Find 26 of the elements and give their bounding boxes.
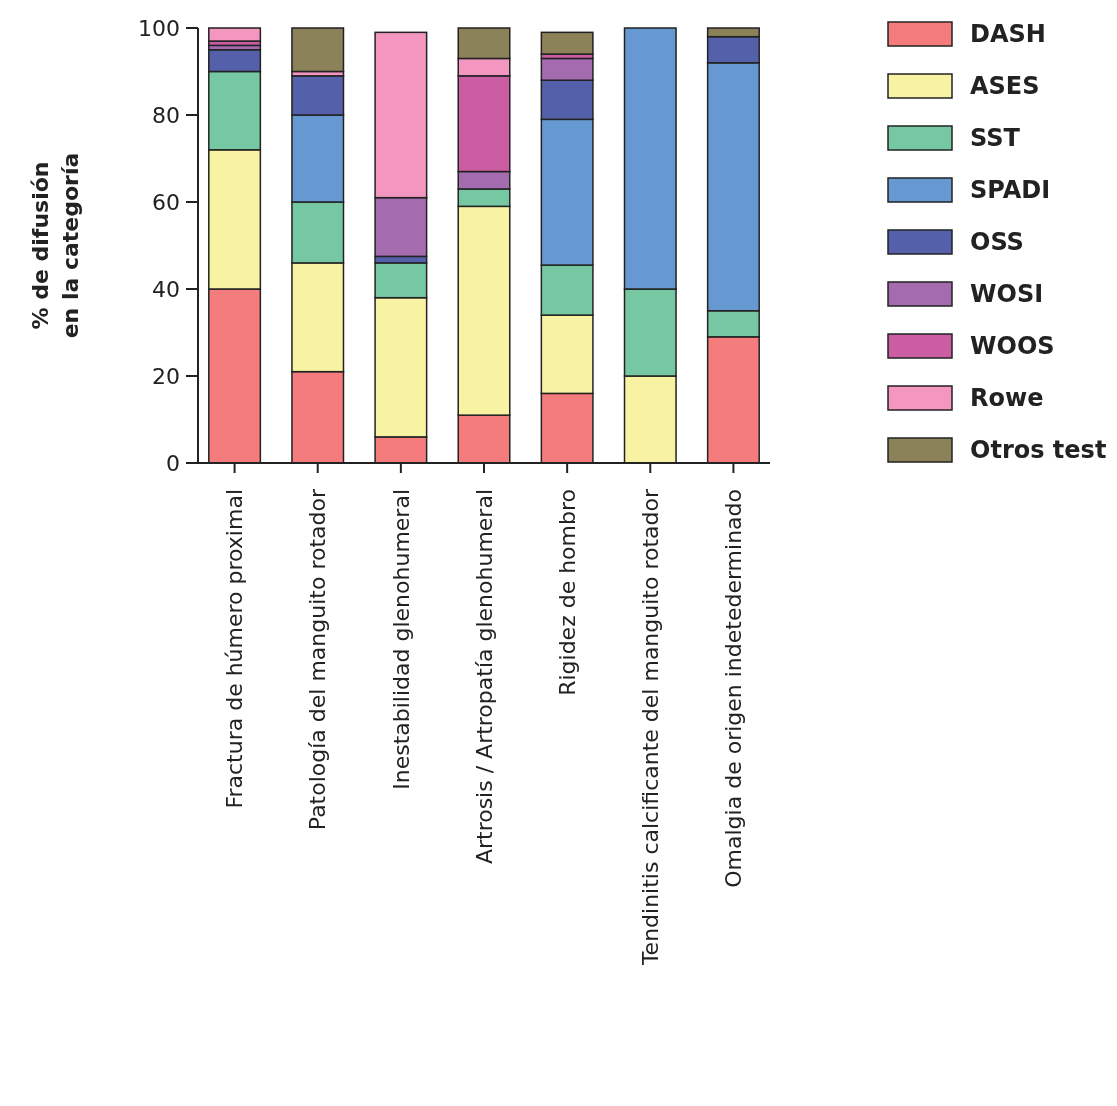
y-tick-label: 20: [152, 363, 180, 389]
y-tick-label: 60: [152, 189, 180, 215]
legend-label: WOSI: [970, 280, 1044, 309]
bar: [540, 31, 594, 55]
x-tick-label: Inestabilidad glenohumeral: [388, 489, 414, 790]
legend-label: SPADI: [970, 176, 1051, 205]
legend-label: WOOS: [970, 332, 1055, 361]
legend-label: Otros test: [970, 436, 1107, 465]
y-axis-title: % de difusión en la categoría: [28, 152, 83, 339]
y-tick-label: 80: [152, 102, 180, 128]
bar: [208, 27, 262, 42]
x-tick-label: Omalgia de origen indetederminado: [721, 489, 747, 888]
bar: [291, 27, 345, 73]
x-tick-label: Fractura de húmero proximal: [222, 489, 248, 809]
legend-label: DASH: [970, 20, 1046, 49]
legend-label: ASES: [970, 72, 1040, 101]
y-tick-label: 100: [138, 15, 180, 41]
x-tick-label: Rigidez de hombro: [554, 489, 580, 696]
y-tick-label: 40: [152, 276, 180, 302]
legend-label: OSS: [970, 228, 1024, 257]
y-tick-label: 0: [166, 450, 180, 476]
x-tick-label: Tendinitis calcificante del manguito rotador: [637, 488, 663, 967]
x-tick-label: Artrosis / Artropatía glenohumeral: [471, 489, 497, 865]
x-tick-label: Patología del manguito rotador: [305, 488, 331, 831]
legend-label: Rowe: [970, 384, 1044, 413]
legend-label: SST: [970, 124, 1021, 153]
